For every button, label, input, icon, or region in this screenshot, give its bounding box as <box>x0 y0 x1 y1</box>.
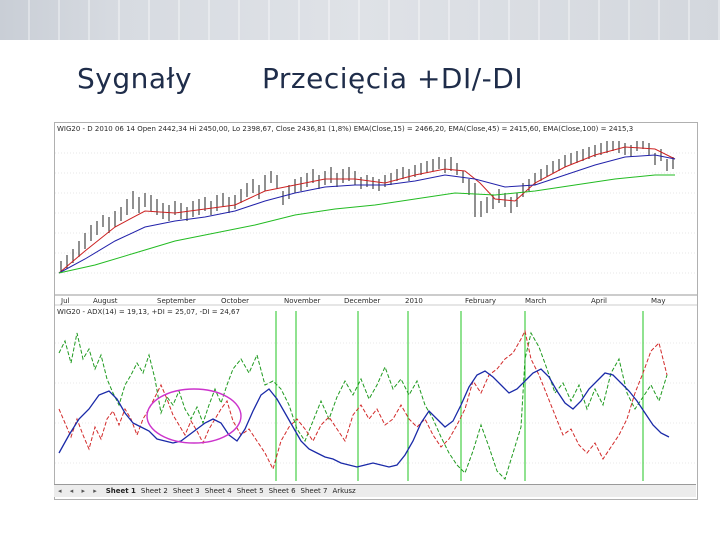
adx-line <box>58 368 670 468</box>
sheet-tab[interactable]: Sheet 2 <box>140 487 168 495</box>
price-panel-header: WIG20 - D 2010 06 14 Open 2442,34 Hi 245… <box>57 125 633 133</box>
sheet-tab[interactable]: Sheet 1 <box>105 487 136 495</box>
month-label: March <box>525 297 546 305</box>
price-candles <box>60 141 674 273</box>
sheet-tab[interactable]: Sheet 6 <box>268 487 296 495</box>
highlight-circle <box>146 388 242 444</box>
minus-di-line <box>58 329 668 471</box>
slide-top-bar <box>0 0 720 40</box>
sheet-tab[interactable]: Arkusz <box>332 487 356 495</box>
chart-canvas: WIG20 - D 2010 06 14 Open 2442,34 Hi 245… <box>55 125 697 481</box>
month-axis: Jul August September October November De… <box>60 297 665 305</box>
ema-mid-line <box>58 154 676 274</box>
plus-di-line <box>58 331 668 480</box>
ema-fast-line <box>58 146 676 274</box>
sheet-nav-arrows[interactable]: ◂ ◂ ▸ ▸ <box>58 487 100 495</box>
month-label: October <box>221 297 249 305</box>
sheet-tab-bar: ◂ ◂ ▸ ▸ Sheet 1 Sheet 2 Sheet 3 Sheet 4 … <box>54 484 696 497</box>
month-label: February <box>465 297 496 305</box>
month-label: April <box>591 297 607 305</box>
month-label: November <box>284 297 321 305</box>
sheet-tab[interactable]: Sheet 4 <box>204 487 232 495</box>
month-label: August <box>93 297 118 305</box>
ema-slow-line <box>58 174 675 274</box>
chart-screenshot: WIG20 - D 2010 06 14 Open 2442,34 Hi 245… <box>54 122 698 500</box>
sheet-tab[interactable]: Sheet 3 <box>172 487 200 495</box>
month-label: September <box>157 297 196 305</box>
sheet-tab[interactable]: Sheet 7 <box>300 487 328 495</box>
slide-title-signals: Sygnały <box>77 62 193 95</box>
price-grid <box>55 152 697 274</box>
indicator-grid <box>55 342 697 464</box>
month-label: 2010 <box>405 297 423 305</box>
signal-lines <box>275 311 644 481</box>
month-label: December <box>344 297 380 305</box>
month-label: Jul <box>60 297 70 305</box>
slide-title-di-crossovers: Przecięcia +DI/-DI <box>262 62 524 95</box>
sheet-tab[interactable]: Sheet 5 <box>236 487 264 495</box>
month-label: May <box>651 297 665 305</box>
indicator-panel-header: WIG20 - ADX(14) = 19,13, +DI = 25,07, -D… <box>57 308 240 316</box>
